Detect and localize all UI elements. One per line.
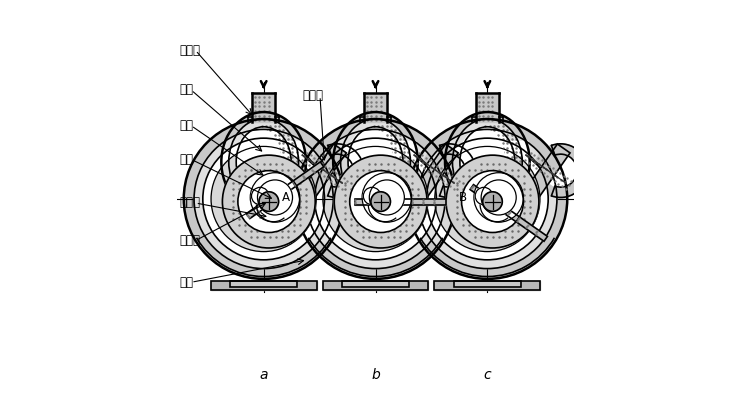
Circle shape (369, 180, 404, 215)
Bar (323, 281, 428, 290)
Ellipse shape (333, 112, 418, 212)
Circle shape (371, 192, 391, 211)
Circle shape (334, 155, 427, 248)
Circle shape (350, 171, 412, 232)
Circle shape (306, 129, 445, 269)
Circle shape (408, 119, 567, 279)
Circle shape (252, 187, 269, 205)
Polygon shape (303, 144, 346, 197)
Circle shape (194, 129, 333, 269)
Bar (387, 117, 391, 122)
Polygon shape (246, 162, 324, 219)
Ellipse shape (236, 127, 291, 197)
Circle shape (462, 171, 523, 232)
Circle shape (418, 129, 557, 269)
Bar (454, 281, 521, 287)
Ellipse shape (222, 112, 306, 212)
Bar (211, 281, 316, 290)
Circle shape (483, 192, 502, 211)
Circle shape (315, 138, 436, 260)
Circle shape (544, 154, 577, 187)
Text: 排气阀: 排气阀 (302, 90, 323, 102)
Bar (230, 281, 297, 287)
Bar (342, 281, 409, 287)
Bar (435, 281, 540, 290)
Polygon shape (355, 199, 445, 205)
Bar (499, 117, 502, 122)
Circle shape (323, 146, 428, 252)
Text: 滑环: 滑环 (179, 153, 193, 166)
Polygon shape (526, 144, 570, 197)
Text: 导轨: 导轨 (179, 119, 193, 132)
Text: A: A (282, 191, 290, 204)
Text: 吸气口: 吸气口 (179, 44, 201, 57)
Bar (364, 93, 387, 122)
Ellipse shape (348, 127, 403, 197)
Text: 泵体: 泵体 (179, 276, 193, 289)
Circle shape (321, 154, 354, 187)
Circle shape (310, 144, 363, 197)
Ellipse shape (460, 127, 515, 197)
Circle shape (475, 187, 493, 205)
Circle shape (184, 119, 343, 279)
Ellipse shape (237, 129, 280, 187)
Ellipse shape (348, 129, 392, 187)
Bar (475, 93, 499, 122)
Circle shape (435, 146, 540, 252)
Ellipse shape (341, 119, 410, 205)
Ellipse shape (452, 119, 522, 205)
Circle shape (427, 138, 548, 260)
Bar (342, 281, 409, 287)
Polygon shape (470, 185, 547, 241)
Circle shape (250, 173, 300, 222)
Bar (360, 117, 364, 122)
Text: B: B (460, 191, 467, 204)
Bar (487, 141, 527, 200)
Circle shape (534, 144, 587, 197)
Ellipse shape (229, 119, 299, 205)
Bar (276, 117, 279, 122)
Polygon shape (415, 144, 458, 197)
Bar (472, 117, 475, 122)
Text: 转动轴: 转动轴 (179, 234, 201, 247)
Text: b: b (371, 369, 380, 382)
Circle shape (222, 155, 315, 248)
Bar (323, 281, 428, 290)
Circle shape (474, 173, 523, 222)
Circle shape (259, 192, 279, 211)
Circle shape (422, 144, 475, 197)
Circle shape (211, 146, 316, 252)
Bar (211, 281, 316, 290)
Text: 滑杆: 滑杆 (179, 84, 193, 96)
Circle shape (481, 180, 516, 215)
Circle shape (446, 155, 539, 248)
Bar (264, 141, 304, 200)
Ellipse shape (460, 129, 504, 187)
Bar (435, 281, 540, 290)
Circle shape (203, 138, 324, 260)
Circle shape (363, 187, 381, 205)
Bar (230, 281, 297, 287)
Ellipse shape (445, 112, 529, 212)
Circle shape (296, 119, 455, 279)
Circle shape (258, 180, 293, 215)
Text: a: a (259, 369, 268, 382)
Text: c: c (484, 369, 491, 382)
Text: 偏心轮: 偏心轮 (179, 197, 201, 209)
Bar (252, 93, 276, 122)
Circle shape (238, 171, 300, 232)
Bar (376, 141, 416, 200)
Circle shape (362, 173, 412, 222)
Bar (249, 117, 252, 122)
Circle shape (433, 154, 465, 187)
Bar (454, 281, 521, 287)
